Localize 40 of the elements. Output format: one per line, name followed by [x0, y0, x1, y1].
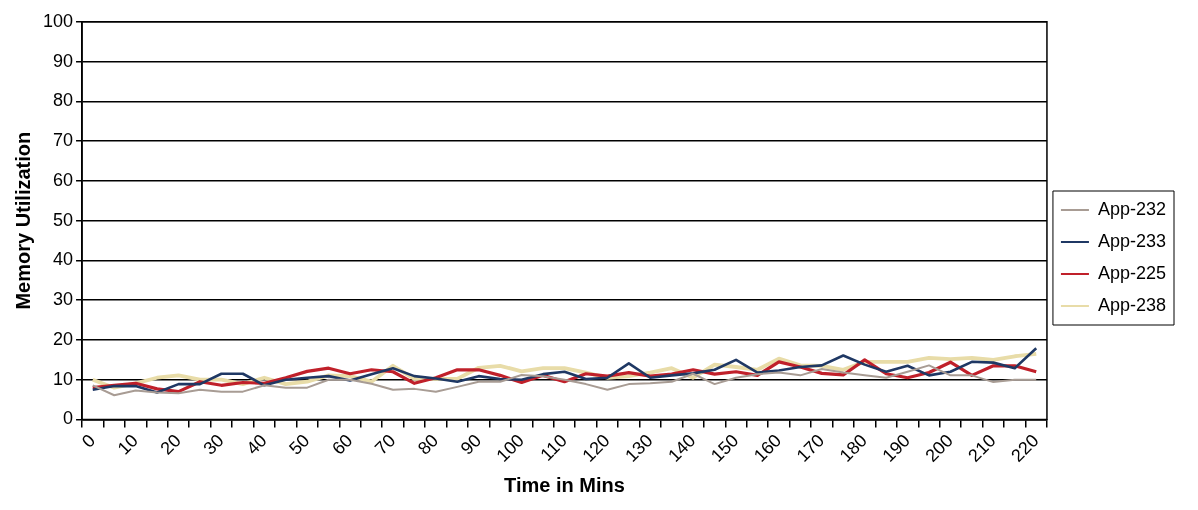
legend-label: App-238 — [1097, 294, 1167, 315]
x-tick-label: 100 — [492, 430, 528, 466]
x-tick-label: 180 — [835, 430, 872, 466]
x-tick-label: 70 — [370, 430, 400, 459]
y-tick-label: 80 — [53, 90, 74, 111]
x-tick-label: 220 — [1007, 430, 1043, 466]
x-tick-label: 110 — [536, 430, 571, 465]
y-tick-label: 70 — [53, 130, 74, 151]
legend-label: App-233 — [1097, 230, 1167, 251]
x-tick-label: 0 — [77, 430, 100, 452]
legend-label: App-225 — [1097, 262, 1167, 283]
y-tick-label: 0 — [63, 408, 74, 429]
y-tick-label: 30 — [53, 289, 74, 310]
x-tick-label: 170 — [792, 430, 829, 466]
x-tick-label: 160 — [749, 430, 786, 466]
y-tick-label: 100 — [42, 10, 74, 31]
y-tick-label: 90 — [53, 50, 74, 71]
y-tick-label: 60 — [53, 169, 74, 190]
x-tick-label: 210 — [964, 430, 1000, 466]
x-tick-label: 20 — [156, 430, 185, 459]
x-axis-title: Time in Mins — [504, 473, 625, 496]
x-tick-label: 80 — [413, 430, 443, 459]
y-tick-label: 20 — [53, 328, 74, 349]
y-tick-label: 10 — [53, 368, 74, 389]
y-axis-title: Memory Utilization — [11, 131, 34, 310]
legend-label: App-232 — [1097, 198, 1167, 219]
x-tick-label: 60 — [328, 430, 357, 459]
x-tick-label: 90 — [456, 430, 486, 459]
x-tick-label: 140 — [664, 430, 700, 466]
x-tick-label: 130 — [621, 430, 657, 466]
x-tick-label: 190 — [878, 430, 914, 466]
y-tick-label: 40 — [53, 249, 74, 270]
x-tick-label: 50 — [285, 430, 314, 459]
x-tick-label: 200 — [921, 430, 957, 466]
x-tick-label: 150 — [706, 430, 743, 466]
x-tick-label: 40 — [242, 430, 271, 459]
x-tick-label: 30 — [199, 430, 228, 459]
x-tick-label: 120 — [578, 430, 614, 466]
y-tick-label: 50 — [53, 209, 74, 230]
x-tick-label: 10 — [113, 430, 142, 459]
